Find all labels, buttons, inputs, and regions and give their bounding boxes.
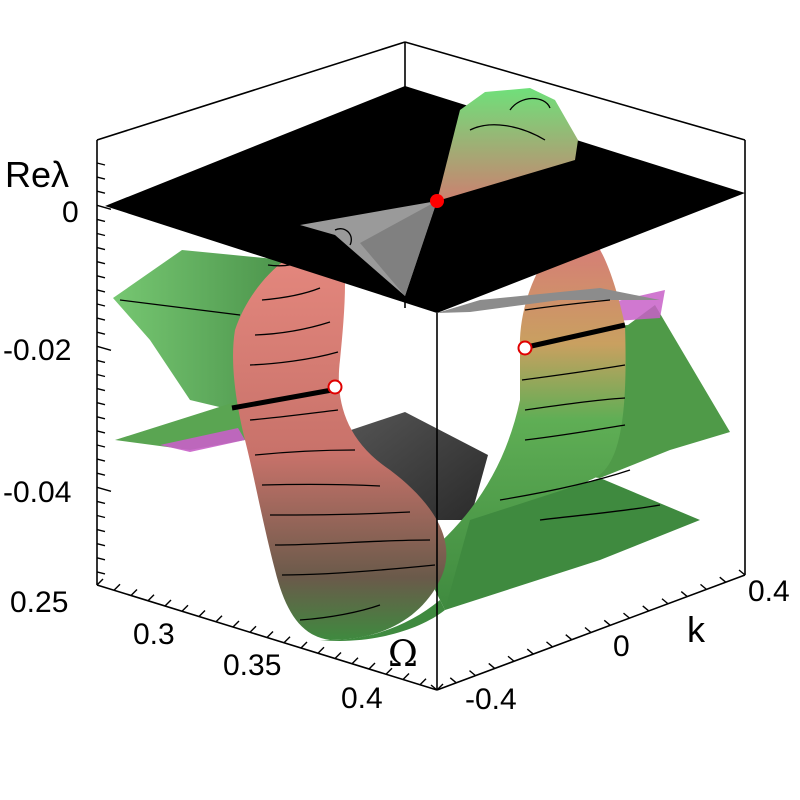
k-tick	[469, 670, 476, 677]
omega-tick	[96, 578, 104, 586]
z-tick	[96, 486, 112, 492]
z-tick	[96, 458, 106, 462]
z-tick	[96, 557, 106, 561]
z-tick	[96, 190, 106, 194]
z-tick	[96, 345, 112, 351]
omega-tick	[317, 646, 325, 654]
k-tick	[430, 684, 438, 691]
left-tube-surface	[233, 226, 447, 640]
omega-tick	[300, 641, 308, 649]
k-tick	[719, 576, 727, 583]
z-tick	[96, 317, 106, 321]
axis-ticks	[96, 162, 746, 691]
z-tick	[96, 402, 106, 406]
k-tick-label: -0.4	[465, 683, 517, 716]
k-tick	[488, 662, 496, 669]
omega-tick	[436, 683, 444, 691]
z-tick	[96, 514, 106, 519]
k-tick	[642, 605, 650, 612]
z-tick	[96, 528, 106, 533]
omega-tick	[130, 589, 138, 596]
right-tube-surface	[420, 230, 626, 610]
z-tick	[96, 218, 106, 223]
z-tick	[96, 303, 106, 307]
upper-surface	[437, 88, 578, 201]
marker-open-right	[517, 340, 533, 356]
omega-tick	[232, 620, 240, 628]
omega-tick	[385, 667, 393, 675]
z-tick-label: -0.02	[3, 334, 71, 367]
k-tick	[507, 655, 515, 662]
zero-plane	[105, 86, 745, 313]
k-tick-label: 0	[613, 630, 630, 663]
k-tick	[623, 612, 630, 619]
z-tick	[96, 472, 106, 476]
k-axis-label: k	[687, 609, 706, 650]
z-tick	[96, 331, 106, 335]
k-tick	[565, 634, 573, 641]
k-tick	[680, 591, 688, 598]
z-tick	[96, 162, 106, 166]
k-tick	[738, 569, 746, 576]
z-tick-label: 0	[62, 196, 79, 229]
omega-tick	[283, 636, 291, 644]
z-tick	[96, 261, 106, 265]
omega-tick	[249, 625, 257, 633]
omega-tick	[181, 604, 189, 612]
omega-tick	[402, 673, 410, 680]
k-tick	[661, 598, 669, 605]
marker-open-left	[327, 379, 343, 395]
contour-lines	[119, 97, 661, 621]
k-tick	[584, 626, 592, 634]
omega-tick	[164, 599, 172, 607]
k-tick-label: 0.4	[748, 575, 790, 608]
k-tick	[526, 648, 534, 655]
marker-filled	[430, 194, 444, 208]
omega-tick-label: 0.25	[10, 586, 68, 619]
z-tick	[96, 430, 106, 434]
z-tick	[96, 246, 106, 251]
k-tick	[449, 677, 457, 684]
omega-tick-label: 0.35	[223, 649, 281, 682]
z-tick	[96, 359, 106, 364]
omega-tick-label: 0.4	[341, 682, 383, 715]
omega-tick	[266, 631, 274, 638]
z-tick	[96, 571, 106, 575]
z-tick	[96, 444, 106, 448]
omega-tick	[147, 594, 155, 602]
omega-tick-label: 0.3	[133, 618, 175, 651]
z-tick-label: -0.04	[3, 476, 71, 509]
omega-tick	[368, 662, 376, 670]
omega-tick	[351, 657, 359, 665]
z-tick	[96, 232, 106, 237]
omega-tick	[198, 610, 206, 617]
z-axis-label: Reλ	[5, 154, 69, 195]
z-tick	[96, 204, 112, 210]
z-tick	[96, 373, 106, 378]
z-tick	[96, 500, 106, 505]
omega-tick	[334, 652, 342, 659]
z-tick	[96, 275, 106, 279]
omega-tick	[419, 678, 427, 686]
omega-axis-label: Ω	[388, 634, 418, 675]
z-tick	[96, 387, 106, 392]
z-tick	[96, 416, 106, 420]
z-tick	[96, 543, 106, 547]
k-tick	[700, 583, 707, 590]
k-tick	[546, 641, 553, 648]
z-tick	[96, 176, 106, 180]
omega-tick	[215, 615, 223, 623]
omega-tick	[113, 583, 121, 591]
k-tick	[603, 619, 611, 626]
z-tick	[96, 289, 106, 293]
